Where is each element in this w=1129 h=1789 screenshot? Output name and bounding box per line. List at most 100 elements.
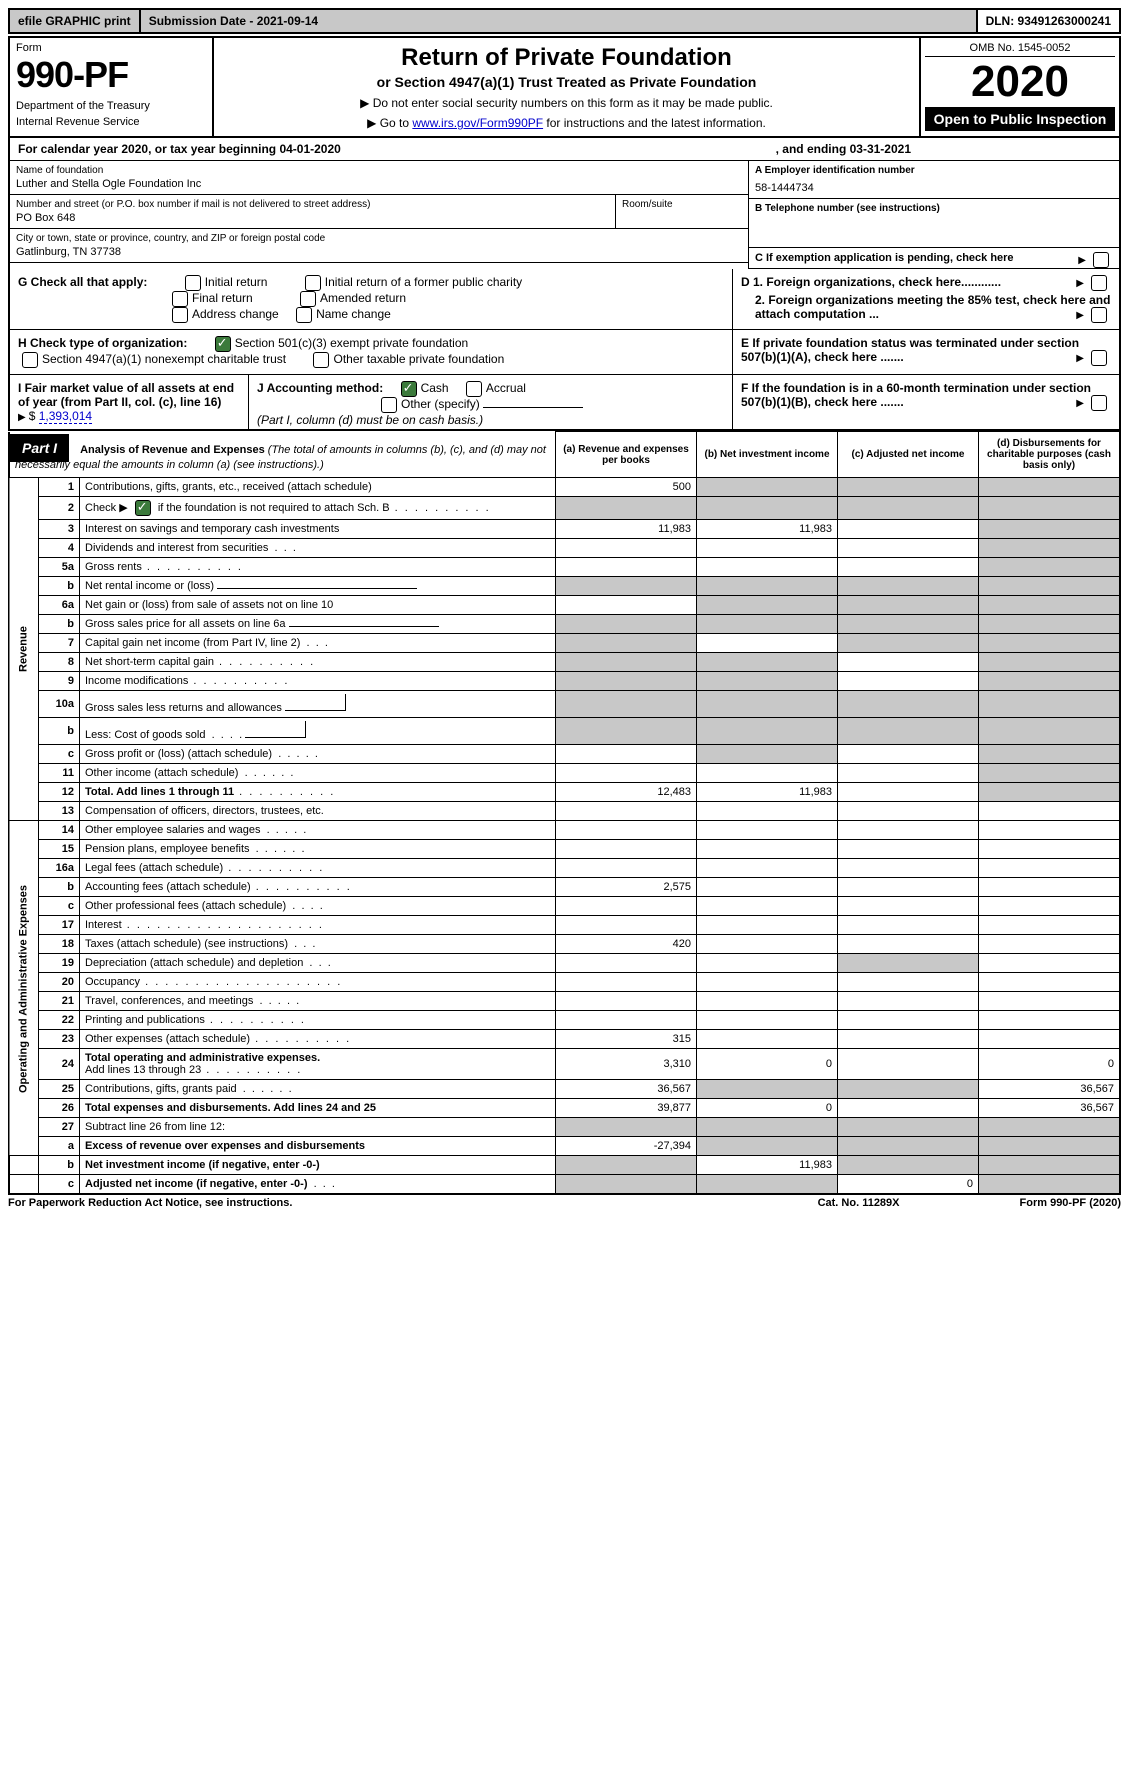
final-return-label: Final return — [192, 291, 253, 305]
line-17: 17Interest — [9, 916, 1120, 935]
entity-info: Name of foundation Luther and Stella Ogl… — [8, 161, 1121, 269]
name-change-checkbox[interactable] — [296, 307, 312, 323]
addr-change-label: Address change — [192, 307, 279, 321]
cash-basis-note: (Part I, column (d) must be on cash basi… — [257, 413, 483, 427]
line-26-d: 36,567 — [979, 1099, 1121, 1118]
line-6b-input[interactable] — [289, 626, 439, 627]
part1-title: Analysis of Revenue and Expenses — [80, 444, 265, 456]
line-1-desc: Contributions, gifts, grants, etc., rece… — [80, 478, 556, 497]
room-label: Room/suite — [622, 199, 742, 210]
line-9: 9Income modifications — [9, 672, 1120, 691]
cash-label: Cash — [421, 381, 449, 395]
line-7-desc: Capital gain net income (from Part IV, l… — [85, 637, 300, 649]
line-1: Revenue 1Contributions, gifts, grants, e… — [9, 478, 1120, 497]
d2-label: 2. Foreign organizations meeting the 85%… — [755, 293, 1110, 321]
accrual-checkbox[interactable] — [466, 381, 482, 397]
line-5b-input[interactable] — [217, 588, 417, 589]
irs-link[interactable]: www.irs.gov/Form990PF — [412, 116, 543, 130]
line-13: 13Compensation of officers, directors, t… — [9, 802, 1120, 821]
other-spec-checkbox[interactable] — [381, 397, 397, 413]
dept-irs: Internal Revenue Service — [16, 116, 206, 128]
line-21-desc: Travel, conferences, and meetings — [85, 995, 253, 1007]
initial-former-checkbox[interactable] — [305, 275, 321, 291]
line-11-desc: Other income (attach schedule) — [85, 767, 238, 779]
inst2-suffix: for instructions and the latest informat… — [543, 116, 766, 130]
form-title: Return of Private Foundation — [220, 44, 913, 72]
line-25-desc: Contributions, gifts, grants paid — [85, 1083, 237, 1095]
instruction-2: ▶ Go to www.irs.gov/Form990PF for instru… — [220, 116, 913, 130]
d1-checkbox[interactable] — [1091, 275, 1107, 291]
c-label: C If exemption application is pending, c… — [755, 252, 1014, 264]
initial-return-checkbox[interactable] — [185, 275, 201, 291]
city-state-zip: Gatlinburg, TN 37738 — [16, 246, 742, 258]
line-26-a: 39,877 — [556, 1099, 697, 1118]
line-23-a: 315 — [556, 1030, 697, 1049]
line-10a-desc: Gross sales less returns and allowances — [85, 702, 282, 714]
e-checkbox[interactable] — [1091, 350, 1107, 366]
line-10a-input[interactable] — [285, 694, 346, 711]
other-spec-input[interactable] — [483, 407, 583, 408]
line-24-d: 0 — [979, 1049, 1121, 1080]
open-public-badge: Open to Public Inspection — [925, 107, 1115, 131]
omb-number: OMB No. 1545-0052 — [925, 42, 1115, 57]
line-6b: bGross sales price for all assets on lin… — [9, 615, 1120, 634]
line-4: 4Dividends and interest from securities … — [9, 539, 1120, 558]
footer: For Paperwork Reduction Act Notice, see … — [8, 1197, 1121, 1209]
line-14: Operating and Administrative Expenses 14… — [9, 821, 1120, 840]
schb-checkbox[interactable] — [135, 500, 151, 516]
line-12-desc: Total. Add lines 1 through 11 — [85, 786, 234, 798]
line-8-desc: Net short-term capital gain — [85, 656, 214, 668]
inst2-prefix: ▶ Go to — [367, 116, 412, 130]
line-23-desc: Other expenses (attach schedule) — [85, 1033, 250, 1045]
amended-return-label: Amended return — [320, 291, 406, 305]
other-spec-label: Other (specify) — [401, 397, 480, 411]
amended-return-checkbox[interactable] — [300, 291, 316, 307]
initial-return-label: Initial return — [205, 275, 268, 289]
d2-checkbox[interactable] — [1091, 307, 1107, 323]
header-left: Form 990-PF Department of the Treasury I… — [10, 38, 214, 136]
line-4-desc: Dividends and interest from securities — [85, 542, 268, 554]
form-number: 990-PF — [16, 54, 206, 96]
submission-date: Submission Date - 2021-09-14 — [141, 10, 978, 32]
line-16a-desc: Legal fees (attach schedule) — [85, 862, 223, 874]
line-27a-a: -27,394 — [556, 1137, 697, 1156]
line-17-desc: Interest — [85, 919, 122, 931]
c-checkbox[interactable] — [1093, 252, 1109, 268]
line-19-desc: Depreciation (attach schedule) and deple… — [85, 957, 303, 969]
line-8: 8Net short-term capital gain — [9, 653, 1120, 672]
cash-checkbox[interactable] — [401, 381, 417, 397]
line-19: 19Depreciation (attach schedule) and dep… — [9, 954, 1120, 973]
line-3: 3Interest on savings and temporary cash … — [9, 520, 1120, 539]
other-taxable-checkbox[interactable] — [313, 352, 329, 368]
line-25: 25Contributions, gifts, grants paid . . … — [9, 1080, 1120, 1099]
line-24: 24Total operating and administrative exp… — [9, 1049, 1120, 1080]
line-27c: cAdjusted net income (if negative, enter… — [9, 1175, 1120, 1195]
final-return-checkbox[interactable] — [172, 291, 188, 307]
fmv-link[interactable]: 1,393,014 — [39, 409, 92, 424]
form-label: Form — [16, 42, 206, 54]
line-24-desc2: Add lines 13 through 23 — [85, 1064, 201, 1076]
efile-label: efile GRAPHIC print — [10, 10, 141, 32]
col-a-header: (a) Revenue and expenses per books — [556, 432, 697, 478]
f-checkbox[interactable] — [1091, 395, 1107, 411]
4947-checkbox[interactable] — [22, 352, 38, 368]
calendar-year-row: For calendar year 2020, or tax year begi… — [8, 138, 1121, 161]
addr-change-checkbox[interactable] — [172, 307, 188, 323]
name-label: Name of foundation — [16, 165, 742, 176]
line-10b-input[interactable] — [245, 721, 306, 738]
part1-table: Part I Analysis of Revenue and Expenses … — [8, 431, 1121, 1195]
accrual-label: Accrual — [486, 381, 526, 395]
line-26-desc: Total expenses and disbursements. Add li… — [85, 1102, 376, 1114]
line-24-a: 3,310 — [556, 1049, 697, 1080]
line-27b: bNet investment income (if negative, ent… — [9, 1156, 1120, 1175]
line-9-desc: Income modifications — [85, 675, 188, 687]
line-14-desc: Other employee salaries and wages — [85, 824, 260, 836]
name-change-label: Name change — [316, 307, 391, 321]
line-6a-desc: Net gain or (loss) from sale of assets n… — [80, 596, 556, 615]
501c3-checkbox[interactable] — [215, 336, 231, 352]
line-2-desc: Check ▶ — [85, 502, 128, 514]
line-10b-desc: Less: Cost of goods sold — [85, 729, 205, 741]
ein-label: A Employer identification number — [755, 165, 1113, 176]
line-20-desc: Occupancy — [85, 976, 140, 988]
line-15: 15Pension plans, employee benefits . . .… — [9, 840, 1120, 859]
